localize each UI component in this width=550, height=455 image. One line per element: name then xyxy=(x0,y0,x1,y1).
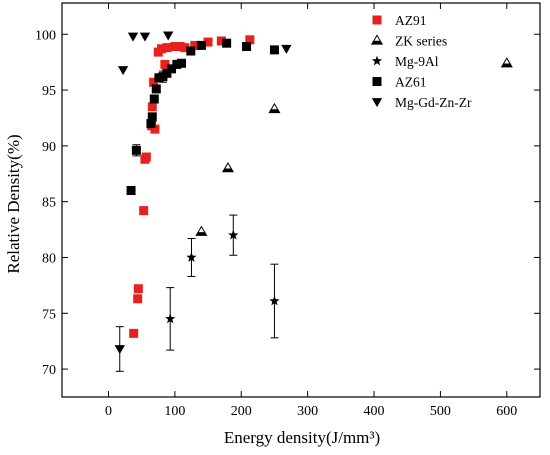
legend-marker-mg-9al xyxy=(371,55,383,66)
point-az91 xyxy=(190,40,200,50)
point-az91 xyxy=(147,102,157,112)
chart-legend: AZ91 ZK series Mg-9Al AZ61 Mg-Gd-Zn-Zr xyxy=(370,13,472,110)
point-zk-series xyxy=(195,225,208,236)
point-az61 xyxy=(146,119,156,129)
point-mg-9al xyxy=(165,313,176,324)
x-tick-label: 200 xyxy=(231,404,252,419)
plot-axes: 0 100 200 300 400 500 600 70 75 80 85 90 95 100 xyxy=(35,2,541,419)
point-mg-gd-zn-zr xyxy=(117,66,129,76)
legend-marker-az61 xyxy=(372,77,382,86)
point-az61 xyxy=(177,58,186,68)
point-az61 xyxy=(126,186,136,196)
point-az91 xyxy=(203,37,213,47)
point-az61 xyxy=(151,84,161,94)
point-az61 xyxy=(269,45,279,55)
y-axis-title: Relative Density(%) xyxy=(4,134,23,273)
point-az91 xyxy=(180,43,190,53)
legend-marker-az91 xyxy=(372,15,382,25)
point-zk-series-fill xyxy=(269,109,280,113)
point-mg-gd-zn-zr xyxy=(139,32,151,42)
point-mg-gd-zn-zr xyxy=(127,32,139,42)
x-tick-label: 400 xyxy=(364,404,385,419)
point-zk-series-fill xyxy=(196,232,207,236)
legend-label-mg-9al: Mg-9Al xyxy=(395,54,439,69)
point-az91 xyxy=(160,59,170,69)
legend-label-zk-series: ZK series xyxy=(395,34,447,49)
point-az61 xyxy=(242,42,252,52)
legend-marker-zk-series-fill xyxy=(371,40,383,45)
y-tick-label: 85 xyxy=(42,196,56,211)
x-axis-title: Energy density(J/mm³) xyxy=(224,428,380,447)
legend-label-az91: AZ91 xyxy=(395,13,427,28)
point-mg-9al xyxy=(228,229,239,240)
point-az91 xyxy=(141,152,151,162)
point-zk-series-fill xyxy=(222,168,234,172)
point-az91 xyxy=(133,284,143,294)
y-tick-label: 80 xyxy=(42,251,56,266)
point-zk-series xyxy=(268,102,281,114)
point-az91 xyxy=(175,42,185,52)
point-az61 xyxy=(196,40,206,50)
point-az91 xyxy=(133,294,143,304)
point-az91 xyxy=(162,43,172,53)
y-tick-label: 75 xyxy=(42,307,56,322)
x-tick-label: 300 xyxy=(297,404,318,419)
point-az61 xyxy=(149,94,159,104)
y-tick-label: 70 xyxy=(42,363,56,378)
point-zk-series-fill xyxy=(501,63,512,67)
point-az61 xyxy=(222,38,232,48)
point-az61 xyxy=(172,59,182,69)
point-mg-9al xyxy=(186,252,197,262)
point-mg-9al xyxy=(269,295,280,306)
point-az91 xyxy=(139,206,149,216)
legend-marker-mg-gd-zn-zr xyxy=(371,98,383,108)
legend-marker-zk-series xyxy=(370,34,384,45)
point-az91 xyxy=(150,124,160,134)
x-tick-label: 600 xyxy=(496,404,517,419)
point-az61 xyxy=(147,112,157,122)
y-tick-label: 90 xyxy=(42,140,56,155)
point-az61 xyxy=(131,145,141,155)
point-mg-gd-zn-zr xyxy=(281,44,292,54)
y-tick-label: 100 xyxy=(35,28,56,43)
point-az61 xyxy=(186,46,196,56)
point-az91 xyxy=(157,44,167,54)
legend-label-az61: AZ61 xyxy=(395,75,427,90)
point-az91 xyxy=(170,42,180,52)
point-zk-series xyxy=(221,162,235,173)
point-az91 xyxy=(129,328,139,338)
point-mg-gd-zn-zr xyxy=(163,31,174,41)
legend-label-mg-gd-zn-zr: Mg-Gd-Zn-Zr xyxy=(395,95,472,110)
x-tick-label: 0 xyxy=(105,404,112,419)
x-tick-label: 500 xyxy=(430,404,451,419)
point-zk-series xyxy=(500,57,513,68)
point-az91 xyxy=(149,77,159,87)
y-tick-label: 95 xyxy=(42,84,56,99)
point-az91 xyxy=(216,36,226,46)
data-points xyxy=(114,31,513,372)
point-az61 xyxy=(167,64,177,74)
point-az61 xyxy=(162,68,172,78)
x-tick-label: 100 xyxy=(164,404,185,419)
point-mg-gd-zn-zr xyxy=(114,345,125,355)
point-az91 xyxy=(245,35,255,45)
plot-frame xyxy=(61,2,541,398)
